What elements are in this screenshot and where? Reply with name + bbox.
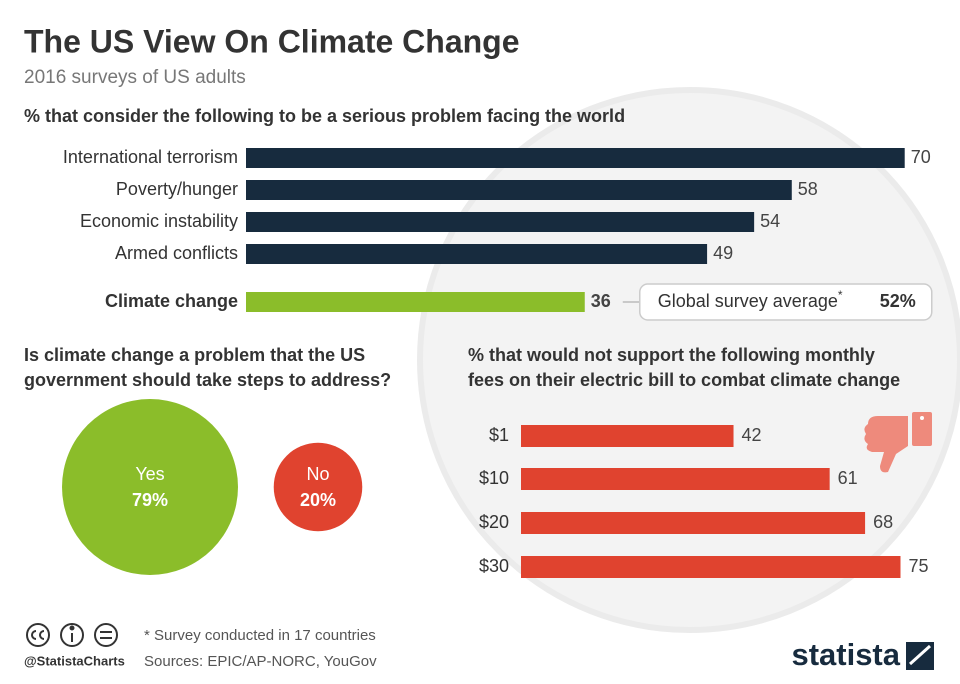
bubble	[273, 442, 363, 532]
bar	[521, 512, 866, 534]
bar	[521, 468, 830, 490]
category-label: $10	[479, 468, 509, 488]
footnote: * Survey conducted in 17 countries	[144, 627, 376, 644]
bubble-value: 20%	[300, 490, 336, 510]
bubble-label: Yes	[135, 464, 164, 484]
category-label: Armed conflicts	[115, 243, 238, 263]
bar	[246, 292, 585, 312]
value-label: 36	[591, 291, 611, 311]
bar	[246, 212, 755, 232]
thumbs-down-icon	[864, 412, 932, 473]
category-label: $20	[479, 512, 509, 532]
brand-mark-stroke	[908, 644, 932, 666]
bubble-value: 79%	[132, 490, 168, 510]
value-label: 75	[909, 556, 929, 576]
bar	[521, 556, 901, 578]
category-label: International terrorism	[63, 147, 238, 167]
globe-outline	[417, 87, 960, 633]
sources: Sources: EPIC/AP-NORC, YouGov	[144, 653, 377, 670]
chart-title: % that would not support the following m…	[468, 345, 875, 365]
value-label: 61	[838, 468, 858, 488]
bar	[246, 244, 708, 264]
annotation-text: Global survey average*	[658, 288, 843, 311]
chart-title: government should take steps to address?	[24, 370, 391, 390]
license-icons	[26, 623, 118, 647]
bar	[246, 148, 905, 168]
chart-title: Is climate change a problem that the US	[24, 345, 365, 365]
value-label: 58	[798, 179, 818, 199]
annotation-box	[639, 283, 933, 321]
value-label: 42	[742, 425, 762, 445]
chart-title: fees on their electric bill to combat cl…	[468, 370, 900, 390]
category-label: Poverty/hunger	[116, 179, 238, 199]
brand-logo: statista	[791, 637, 900, 672]
category-label: Economic instability	[80, 211, 238, 231]
bubble	[62, 399, 238, 575]
category-label: $1	[489, 425, 509, 445]
value-label: 68	[873, 512, 893, 532]
value-label: 54	[760, 211, 780, 231]
bar	[246, 180, 792, 200]
value-label: 49	[713, 243, 733, 263]
annotation-mark: *	[838, 288, 843, 302]
category-label: $30	[479, 556, 509, 576]
handle: @StatistaCharts	[24, 653, 125, 668]
subtitle: 2016 surveys of US adults	[24, 67, 246, 88]
title: The US View On Climate Change	[24, 23, 520, 59]
chart-title: % that consider the following to be a se…	[24, 106, 625, 126]
category-label: Climate change	[105, 291, 238, 311]
bubble-label: No	[306, 464, 329, 484]
value-label: 70	[911, 147, 931, 167]
annotation-value: 52%	[880, 291, 916, 311]
annotation-text: Global survey average	[658, 291, 838, 311]
bar	[521, 425, 734, 447]
